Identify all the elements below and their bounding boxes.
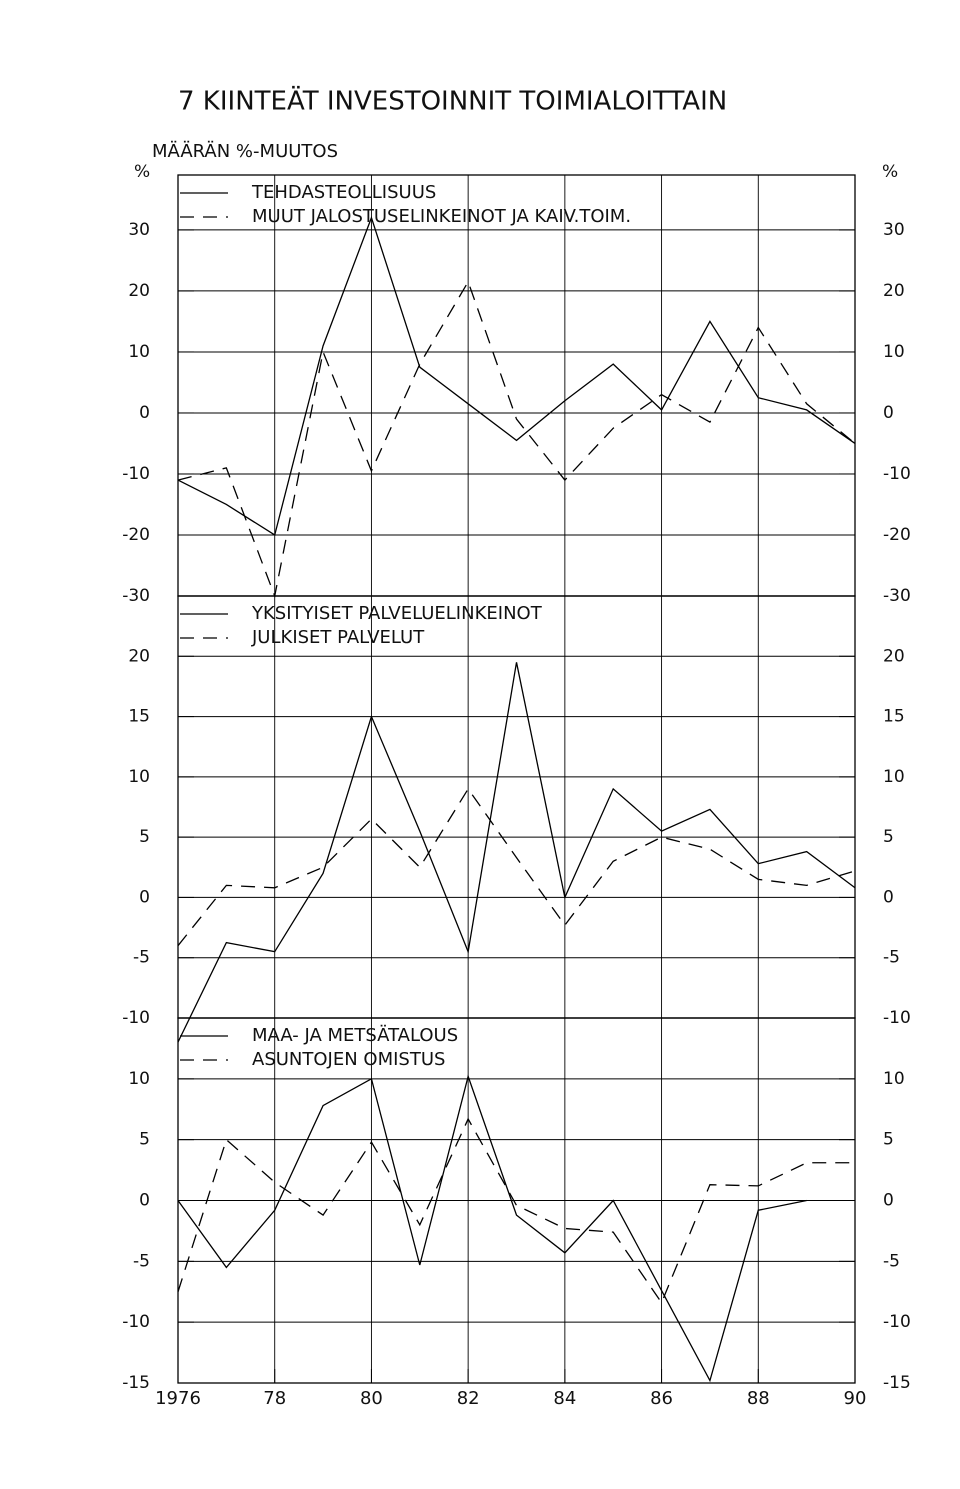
x-tick-label: 78 [263, 1388, 286, 1409]
legend-label: MAA- JA METSÄTALOUS [252, 1025, 458, 1046]
y-tick-label: 20 [883, 281, 905, 301]
legend-label: JULKISET PALVELUT [251, 627, 425, 648]
x-tick-label: 82 [457, 1388, 480, 1409]
y-tick-label: 0 [139, 1191, 150, 1211]
y-tick-label: 0 [883, 887, 894, 907]
plot-frame [177, 595, 856, 1019]
y-tick-label: -10 [122, 1008, 150, 1028]
y-tick-label: 0 [883, 1191, 894, 1211]
y-tick-label: -20 [122, 525, 150, 545]
y-tick-label: 20 [883, 646, 905, 666]
y-tick-label: 15 [883, 707, 905, 727]
y-tick-label: -10 [883, 1312, 911, 1332]
y-tick-label: 10 [883, 767, 905, 787]
y-tick-label: 10 [128, 1069, 150, 1089]
y-tick-label: 0 [883, 403, 894, 423]
y-tick-label: 10 [128, 342, 150, 362]
y-tick-label: 5 [139, 1130, 150, 1150]
series-line [177, 662, 856, 1043]
y-tick-label: -5 [883, 948, 900, 968]
series-line [177, 215, 856, 537]
y-tick-label: -10 [122, 464, 150, 484]
y-tick-label: 30 [128, 220, 150, 240]
legend-label: ASUNTOJEN OMISTUS [252, 1049, 445, 1070]
y-tick-label: 10 [883, 1069, 905, 1089]
y-tick-label: 5 [883, 827, 894, 847]
y-tick-label: -30 [883, 586, 911, 606]
y-tick-label: -10 [883, 464, 911, 484]
series-line [177, 787, 856, 947]
y-tick-label: -15 [122, 1373, 150, 1393]
plot-frame [177, 174, 856, 597]
legend-label: TEHDASTEOLLISUUS [251, 182, 436, 203]
y-tick-label: 0 [139, 403, 150, 423]
y-tick-label: 5 [883, 1130, 894, 1150]
legend-label: YKSITYISET PALVELUELINKEINOT [251, 603, 543, 624]
y-tick-label: -10 [883, 1008, 911, 1028]
x-tick-label: 80 [360, 1388, 383, 1409]
y-tick-label: -10 [122, 1312, 150, 1332]
x-tick-label: 90 [844, 1388, 867, 1409]
y-tick-label: 20 [128, 281, 150, 301]
y-tick-label: 10 [883, 342, 905, 362]
chart-title: 7 KIINTEÄT INVESTOINNIT TOIMIALOITTAIN [178, 85, 727, 117]
series-line [177, 280, 856, 599]
series-line [177, 1117, 855, 1305]
y-tick-label: 10 [128, 767, 150, 787]
y-tick-label: 30 [883, 220, 905, 240]
y-axis-label: % [882, 162, 898, 182]
x-tick-label: 88 [747, 1388, 770, 1409]
legend-label: MUUT JALOSTUSELINKEINOT JA KAIV.TOIM. [252, 206, 631, 227]
series-line [177, 1074, 807, 1383]
x-tick-label: 84 [553, 1388, 576, 1409]
y-tick-label: 5 [139, 827, 150, 847]
y-tick-label: -5 [883, 1251, 900, 1271]
y-tick-label: 20 [128, 646, 150, 666]
y-tick-label: -30 [122, 586, 150, 606]
y-tick-label: 0 [139, 887, 150, 907]
x-tick-label: 1976 [155, 1388, 201, 1409]
x-tick-label: 86 [650, 1388, 673, 1409]
y-tick-label: 15 [128, 707, 150, 727]
y-tick-label: -15 [883, 1373, 911, 1393]
y-axis-label: % [134, 162, 150, 182]
y-tick-label: -5 [133, 948, 150, 968]
y-tick-label: -5 [133, 1251, 150, 1271]
y-tick-label: -20 [883, 525, 911, 545]
chart-subtitle: MÄÄRÄN %-MUUTOS [152, 141, 338, 162]
